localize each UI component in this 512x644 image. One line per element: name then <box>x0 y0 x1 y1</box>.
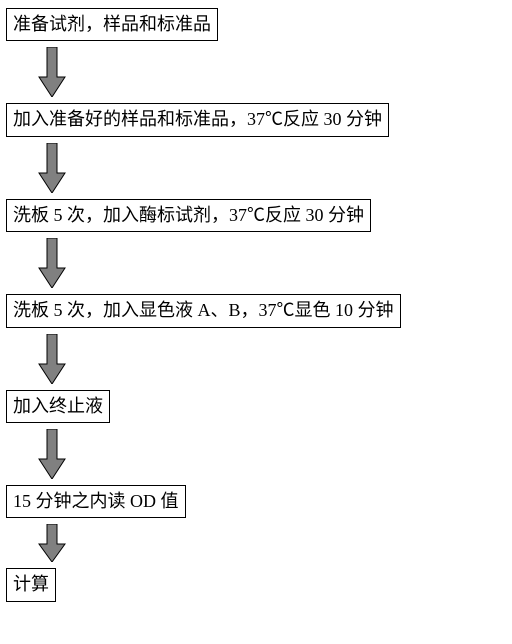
down-arrow-icon <box>38 524 66 562</box>
flow-step: 加入终止液 <box>6 390 110 423</box>
down-arrow-icon <box>38 429 66 479</box>
flow-arrow-wrap <box>6 47 66 97</box>
flow-step: 加入准备好的样品和标准品，37℃反应 30 分钟 <box>6 103 389 136</box>
down-arrow-icon <box>38 334 66 384</box>
flow-arrow-wrap <box>6 524 66 562</box>
flow-step: 洗板 5 次，加入酶标试剂，37℃反应 30 分钟 <box>6 199 371 232</box>
flowchart-container: 准备试剂，样品和标准品 加入准备好的样品和标准品，37℃反应 30 分钟 洗板 … <box>6 8 506 602</box>
down-arrow-icon <box>38 238 66 288</box>
down-arrow-icon <box>38 47 66 97</box>
flow-arrow-wrap <box>6 143 66 193</box>
down-arrow-icon <box>38 143 66 193</box>
flow-arrow-wrap <box>6 238 66 288</box>
flow-arrow-wrap <box>6 334 66 384</box>
flow-step: 计算 <box>6 568 56 601</box>
flow-step: 15 分钟之内读 OD 值 <box>6 485 186 518</box>
flow-arrow-wrap <box>6 429 66 479</box>
flow-step: 准备试剂，样品和标准品 <box>6 8 218 41</box>
flow-step: 洗板 5 次，加入显色液 A、B，37℃显色 10 分钟 <box>6 294 401 327</box>
